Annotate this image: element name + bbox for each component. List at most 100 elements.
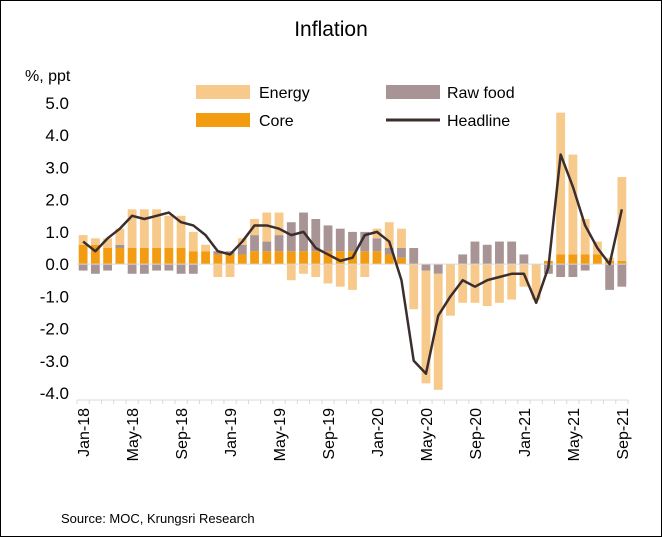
bar-raw-food-May-21	[568, 264, 578, 277]
x-tick-label: May-21	[566, 408, 583, 461]
bar-raw-food-May-18	[127, 264, 137, 274]
bar-energy-Oct-20	[482, 264, 492, 306]
bar-energy-Nov-19	[348, 264, 357, 290]
bar-raw-food-Aug-20	[458, 254, 468, 265]
bar-energy-Feb-21	[531, 264, 541, 300]
bar-raw-food-Nov-19	[348, 231, 357, 252]
bar-energy-Feb-18	[90, 238, 100, 245]
y-axis: 5.0 4.0 3.0 2.0 1.0 0.0 -1.0 -2.0 -3.0 -4.0	[40, 94, 69, 403]
bar-core-Jul-21	[592, 254, 602, 265]
bar-core-Jan-18	[78, 244, 88, 265]
y-tick-label: 5.0	[45, 94, 69, 113]
bar-core-Nov-18	[201, 251, 210, 265]
bar-raw-food-Sep-21	[617, 264, 627, 287]
bar-energy-Jul-19	[299, 264, 308, 274]
bar-core-Jun-18	[139, 248, 149, 265]
bar-energy-Oct-18	[188, 231, 198, 252]
bar-core-Aug-19	[311, 251, 321, 265]
bar-energy-Jan-19	[225, 264, 235, 277]
bar-raw-food-Apr-20	[409, 248, 419, 265]
bar-energy-Jul-18	[152, 209, 161, 248]
legend-label-energy: Energy	[259, 85, 310, 102]
legend: Energy Raw food Core Headline	[196, 85, 515, 130]
legend-swatch-core	[196, 113, 250, 127]
bar-energy-Oct-19	[335, 264, 345, 287]
bar-raw-food-Apr-19	[262, 241, 272, 252]
bar-core-Apr-21	[556, 254, 566, 265]
y-tick-label: -4.0	[40, 384, 69, 403]
bar-raw-food-Oct-20	[482, 244, 492, 265]
y-tick-label: -2.0	[40, 320, 69, 339]
bar-energy-Mar-20	[397, 228, 406, 248]
bar-core-Jun-19	[286, 251, 296, 265]
bar-raw-food-Dec-19	[360, 231, 370, 252]
x-tick-label: Sep-20	[468, 408, 485, 460]
bar-raw-food-Dec-20	[507, 241, 517, 265]
x-tick-label: Sep-21	[615, 408, 632, 460]
x-tick-label: Jan-21	[517, 408, 534, 457]
bar-core-Jul-18	[152, 248, 161, 265]
x-tick-label: May-19	[272, 408, 289, 461]
bar-energy-Jan-18	[78, 235, 88, 245]
legend-label-core: Core	[259, 113, 294, 130]
bar-energy-May-18	[127, 209, 137, 248]
bar-raw-food-Aug-18	[164, 264, 174, 271]
bar-core-Oct-18	[188, 251, 198, 265]
bar-energy-Jun-21	[580, 219, 590, 255]
bar-raw-food-Sep-20	[470, 241, 480, 265]
bar-raw-food-Jun-21	[580, 264, 590, 271]
bar-energy-Apr-21	[556, 112, 566, 255]
bar-energy-Jun-20	[433, 273, 443, 390]
bar-core-Dec-18	[213, 254, 223, 265]
headline-line	[82, 153, 624, 375]
bar-raw-food-Apr-18	[115, 244, 125, 248]
bar-core-Jan-19	[225, 254, 235, 265]
bar-raw-food-Aug-19	[311, 219, 321, 252]
bar-raw-food-Nov-20	[495, 241, 504, 265]
bar-energy-Jun-18	[139, 209, 149, 248]
bar-raw-food-Jun-20	[433, 264, 443, 274]
bar-core-Aug-18	[164, 248, 174, 265]
bar-energy-Aug-19	[311, 264, 321, 277]
bar-raw-food-Jun-19	[286, 222, 296, 252]
bar-core-Feb-19	[237, 254, 247, 265]
bar-raw-food-Feb-20	[384, 248, 394, 255]
y-tick-label: 2.0	[45, 191, 69, 210]
bar-core-Jan-20	[372, 251, 382, 265]
bar-core-Dec-19	[360, 251, 370, 265]
bar-core-Mar-18	[103, 248, 113, 265]
legend-label-raw-food: Raw food	[447, 85, 515, 102]
legend-swatch-raw-food	[386, 85, 440, 99]
bar-energy-Aug-20	[458, 264, 468, 303]
bar-raw-food-Apr-21	[556, 264, 566, 277]
bar-raw-food-Jan-18	[78, 264, 88, 271]
bar-energy-Apr-18	[115, 228, 125, 245]
bar-raw-food-Jan-20	[372, 238, 382, 252]
x-tick-label: Jan-19	[223, 408, 240, 457]
x-tick-label: Jan-20	[370, 408, 387, 457]
bar-raw-food-Feb-18	[90, 264, 100, 274]
bar-energy-Sep-21	[617, 177, 627, 261]
bar-energy-Jan-20	[372, 228, 382, 239]
bar-raw-food-Oct-18	[188, 264, 198, 274]
bar-core-Mar-20	[397, 257, 406, 265]
bar-raw-food-Aug-21	[605, 264, 615, 290]
bar-core-Sep-18	[176, 248, 186, 265]
bar-energy-Dec-18	[213, 264, 223, 277]
bar-core-Apr-18	[115, 248, 125, 265]
legend-swatch-energy	[196, 85, 250, 99]
y-tick-label: 4.0	[45, 126, 69, 145]
x-tick-label: May-18	[125, 408, 142, 461]
bar-raw-food-May-20	[421, 264, 431, 271]
bar-core-Jul-19	[299, 251, 308, 265]
chart-title: Inflation	[294, 18, 368, 41]
source-note: Source: MOC, Krungsri Research	[61, 511, 255, 526]
bar-energy-Sep-18	[176, 215, 186, 248]
bar-energy-Dec-19	[360, 264, 370, 277]
bar-raw-food-Mar-19	[250, 235, 259, 252]
bar-raw-food-Mar-18	[103, 264, 113, 271]
bar-energy-May-20	[421, 270, 431, 384]
y-tick-label: 0.0	[45, 255, 69, 274]
bar-energy-Sep-20	[470, 264, 480, 303]
bar-core-Apr-19	[262, 251, 272, 265]
